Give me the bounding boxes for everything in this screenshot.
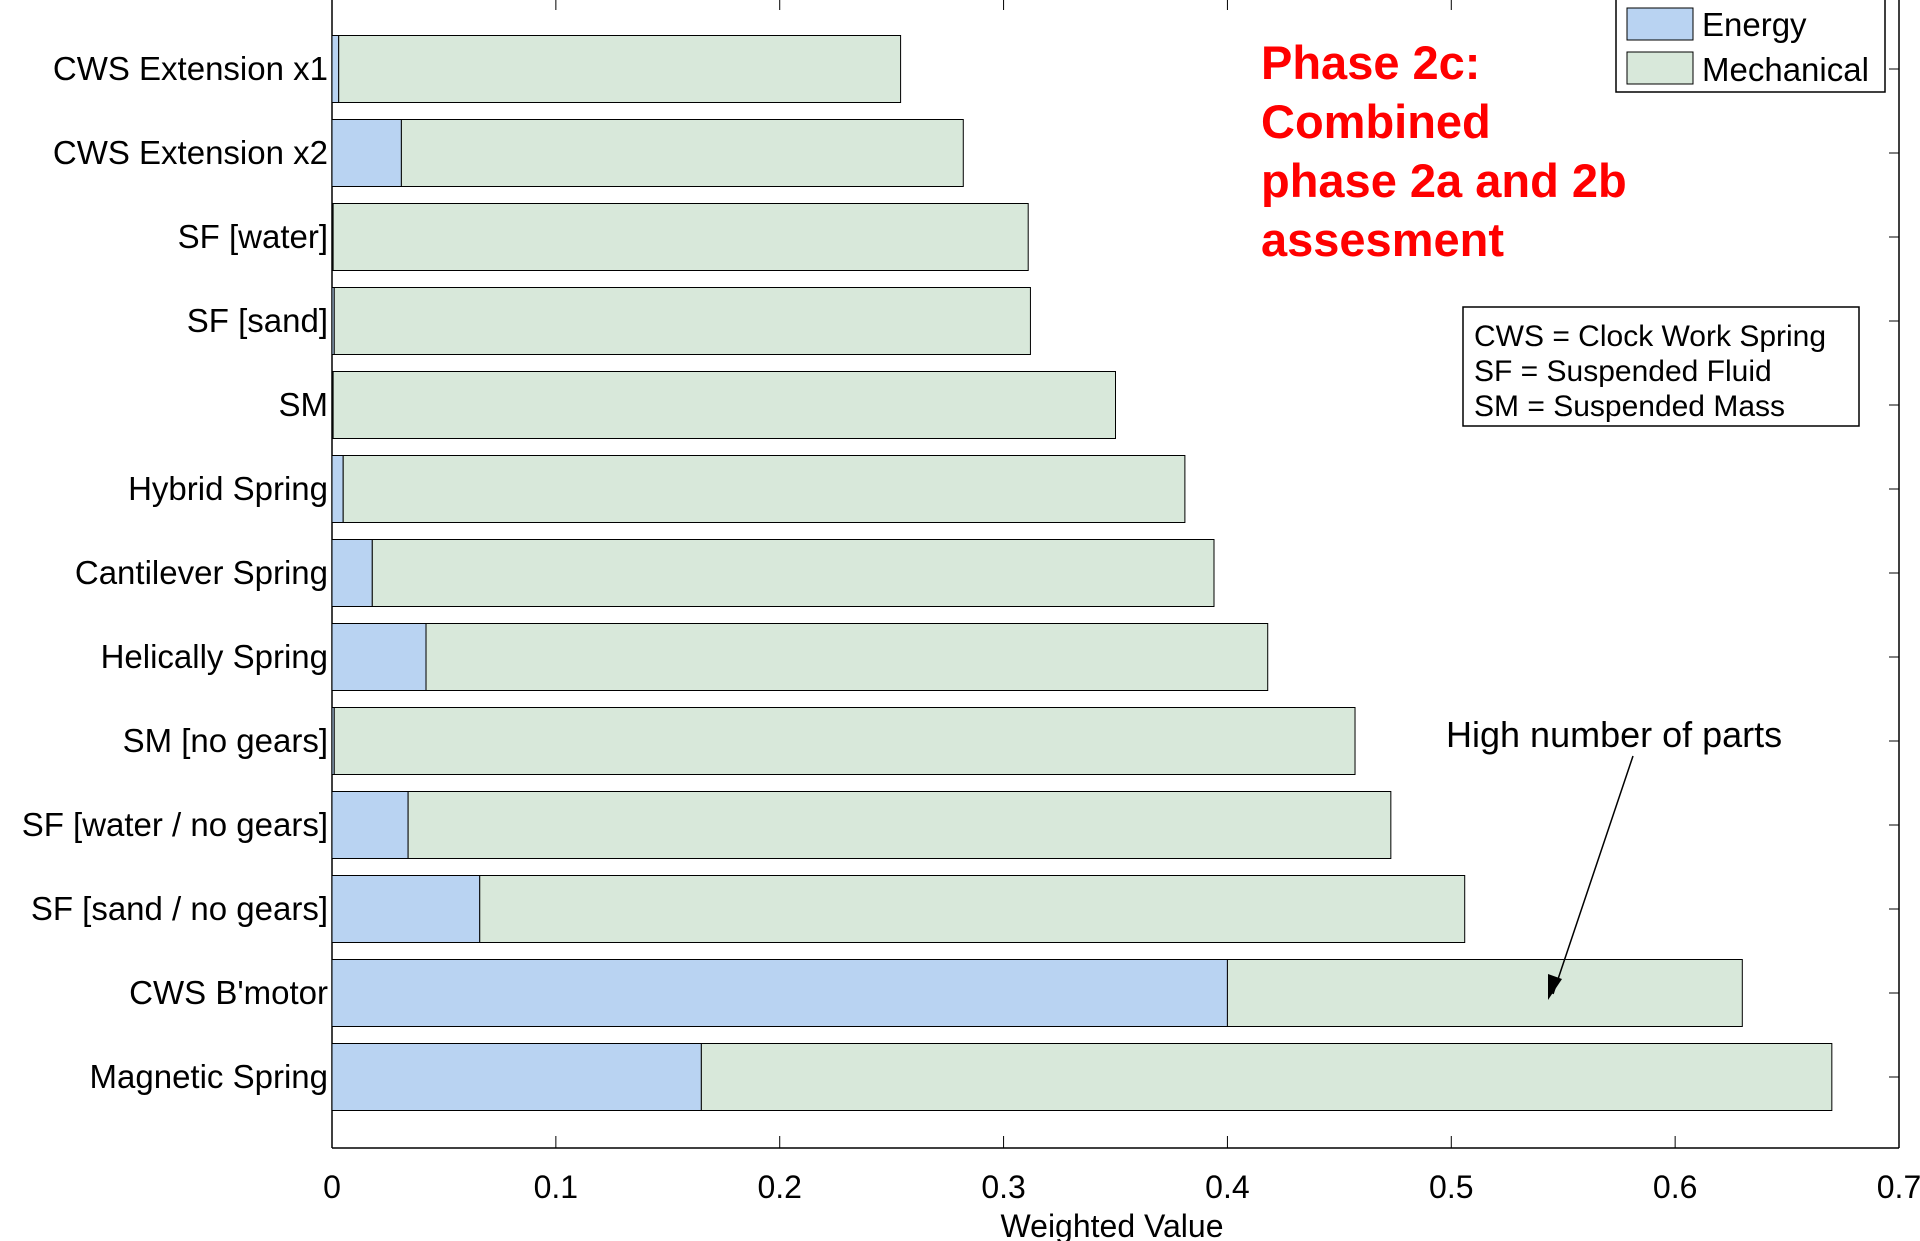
bar-mechanical-11 [400,119,964,187]
bar-mechanical-9 [333,287,1031,355]
bar-energy-5 [331,623,427,691]
legend-swatch-mechanical [1626,51,1694,85]
bar-energy-11 [331,119,402,187]
bar-mechanical-10 [332,203,1029,271]
x-tick-label-2: 0.2 [757,1169,801,1205]
category-label-4: SM [no gears] [123,722,328,759]
x-tick-label-5: 0.5 [1429,1169,1473,1205]
category-label-8: SM [279,386,329,423]
bar-mechanical-6 [371,539,1215,607]
annotation-arrow-line [1552,755,1634,995]
bar-mechanical-4 [333,707,1356,775]
category-labels: Magnetic Spring CWS B'motor SF [sand / no … [22,50,328,1095]
abbreviation-box: CWS = Clock Work Spring SF = Suspended F… [1462,306,1860,427]
legend-swatch-energy [1626,7,1694,41]
phase-title: Phase 2c: Combined phase 2a and 2b asses… [1261,36,1627,266]
phase-title-line-1: Phase 2c: [1261,36,1480,89]
x-axis-title: Weighted Value [1001,1208,1224,1241]
bar-energy-2 [331,875,481,943]
parts-annotation: High number of parts [1446,714,1782,1000]
category-label-2: SF [sand / no gears] [31,890,328,927]
bar-mechanical-2 [479,875,1466,943]
bar-mechanical-7 [342,455,1186,523]
category-label-11: CWS Extension x2 [53,134,328,171]
category-label-1: CWS B'motor [129,974,328,1011]
bar-mechanical-5 [425,623,1269,691]
annotation-text: High number of parts [1446,714,1782,755]
category-label-0: Magnetic Spring [90,1058,328,1095]
category-label-10: SF [water] [178,218,328,255]
annotation-arrow-head [1548,974,1562,1000]
abbreviation-box-frame [1462,306,1860,427]
bar-energy-6 [331,539,373,607]
x-tick-label-1: 0.1 [534,1169,578,1205]
x-tick-label-6: 0.6 [1653,1169,1697,1205]
bar-energy-1 [331,959,1228,1027]
category-label-12: CWS Extension x1 [53,50,328,87]
x-axis-ticks: 0 0.1 0.2 0.3 0.4 0.5 0.6 0.7 [323,0,1920,1205]
bar-mechanical-1 [1226,959,1743,1027]
phase-title-line-4: assesment [1261,213,1504,266]
category-label-9: SF [sand] [187,302,328,339]
bar-energy-3 [331,791,409,859]
legend-label-energy: Energy [1702,6,1807,43]
bar-mechanical-3 [407,791,1392,859]
bar-energy-7 [331,455,344,523]
category-label-6: Cantilever Spring [75,554,328,591]
x-tick-label-7: 0.7 [1877,1169,1920,1205]
category-label-7: Hybrid Spring [128,470,328,507]
bar-energy-12 [331,35,340,103]
legend: Energy Mechanical [1615,0,1886,93]
abbreviation-cws: CWS = Clock Work Spring [1474,320,1826,353]
bar-mechanical-12 [338,35,902,103]
abbreviation-sf: SF = Suspended Fluid [1474,355,1772,388]
x-tick-label-0: 0 [323,1169,341,1205]
bar-energy-0 [331,1043,702,1111]
category-label-3: SF [water / no gears] [22,806,328,843]
bar-mechanical-0 [700,1043,1833,1111]
bar-mechanical-8 [332,371,1117,439]
bars-group [331,35,1833,1111]
abbreviation-sm: SM = Suspended Mass [1474,390,1785,423]
x-tick-label-3: 0.3 [981,1169,1025,1205]
legend-label-mechanical: Mechanical [1702,51,1869,88]
category-label-5: Helically Spring [101,638,328,675]
x-tick-label-4: 0.4 [1205,1169,1249,1205]
phase-title-line-3: phase 2a and 2b [1261,154,1627,207]
phase-title-line-2: Combined [1261,95,1491,148]
